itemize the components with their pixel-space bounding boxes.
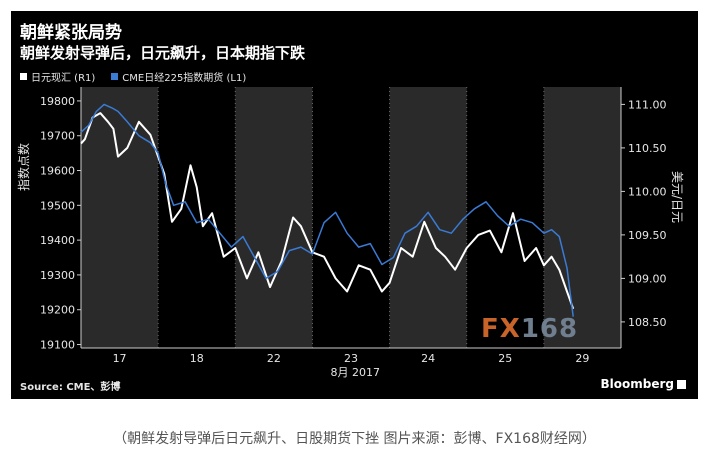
legend-item-yen: 日元现汇 (R1) xyxy=(20,69,95,84)
y-left-tick-label-7: 19100 xyxy=(40,339,75,352)
x-tick-label-0: 17 xyxy=(113,352,127,365)
legend-item-nikkei: CME日经225指数期货 (L1) xyxy=(111,69,246,84)
plot-area: 19800 19700 19600 19500 19400 19300 19200 19100… xyxy=(40,87,667,379)
y-right-tick-label-0: 111.00 xyxy=(628,98,667,111)
watermark-part2: 168 xyxy=(520,314,579,344)
chart-legend: 日元现汇 (R1) CME日经225指数期货 (L1) xyxy=(20,69,246,84)
y-left-tick-label-3: 19500 xyxy=(40,199,75,212)
y-left-tick-label-4: 19400 xyxy=(40,234,75,247)
x-tick-label-2: 22 xyxy=(267,352,281,365)
y-axis-left-label: 指数点数 xyxy=(17,142,31,191)
day-band-2 xyxy=(235,87,313,348)
legend-swatch-yen xyxy=(20,73,27,80)
y-left-tick-label-2: 19600 xyxy=(40,165,75,178)
day-band-6 xyxy=(543,87,621,348)
legend-label-yen: 日元现汇 (R1) xyxy=(31,73,96,84)
series-line-0 xyxy=(80,112,575,310)
x-tick-label-3: 23 xyxy=(344,352,358,365)
legend-label-nikkei: CME日经225指数期货 (L1) xyxy=(122,73,247,84)
bloomberg-brand: Bloomberg xyxy=(600,377,686,391)
y-right-tick-label-4: 109.00 xyxy=(628,272,667,285)
x-tick-label-5: 25 xyxy=(498,352,512,365)
y-axis-right-label: 美元/日元 xyxy=(670,171,684,224)
source-note: Source: CME、彭博 xyxy=(20,382,121,393)
x-tick-label-1: 18 xyxy=(190,352,204,365)
bloomberg-logo-icon xyxy=(677,380,686,389)
chart-panel: 朝鲜紧张局势 朝鲜发射导弹后，日元飙升，日本期指下跌 日元现汇 (R1) CME… xyxy=(11,11,698,399)
chart-subtitle: 朝鲜发射导弹后，日元飙升，日本期指下跌 xyxy=(20,44,306,62)
watermark-part1: FX xyxy=(481,314,521,344)
day-band-4 xyxy=(389,87,467,348)
y-right-tick-label-3: 109.50 xyxy=(628,229,667,242)
x-axis-label: 8月 2017 xyxy=(331,366,381,379)
y-right-tick-label-1: 110.50 xyxy=(628,142,667,155)
legend-swatch-nikkei xyxy=(111,73,119,80)
brand-label: Bloomberg xyxy=(600,377,675,391)
y-left-tick-label-1: 19700 xyxy=(40,130,75,143)
x-tick-label-4: 24 xyxy=(421,352,435,365)
y-right-tick-label-2: 110.00 xyxy=(628,185,667,198)
x-tick-label-6: 29 xyxy=(575,352,589,365)
series-line-1 xyxy=(80,103,574,317)
fx168-watermark: FX168 xyxy=(481,314,578,344)
figure-caption: （朝鲜发射导弹后日元飙升、日股期货下挫 图片来源：彭博、FX168财经网） xyxy=(113,431,596,447)
y-right-tick-label-5: 108.50 xyxy=(628,316,667,329)
y-left-tick-label-6: 19200 xyxy=(40,304,75,317)
y-left-tick-label-5: 19300 xyxy=(40,269,75,282)
y-left-tick-label-0: 19800 xyxy=(40,95,75,108)
chart-title: 朝鲜紧张局势 xyxy=(20,23,122,43)
day-band-0 xyxy=(81,87,159,348)
